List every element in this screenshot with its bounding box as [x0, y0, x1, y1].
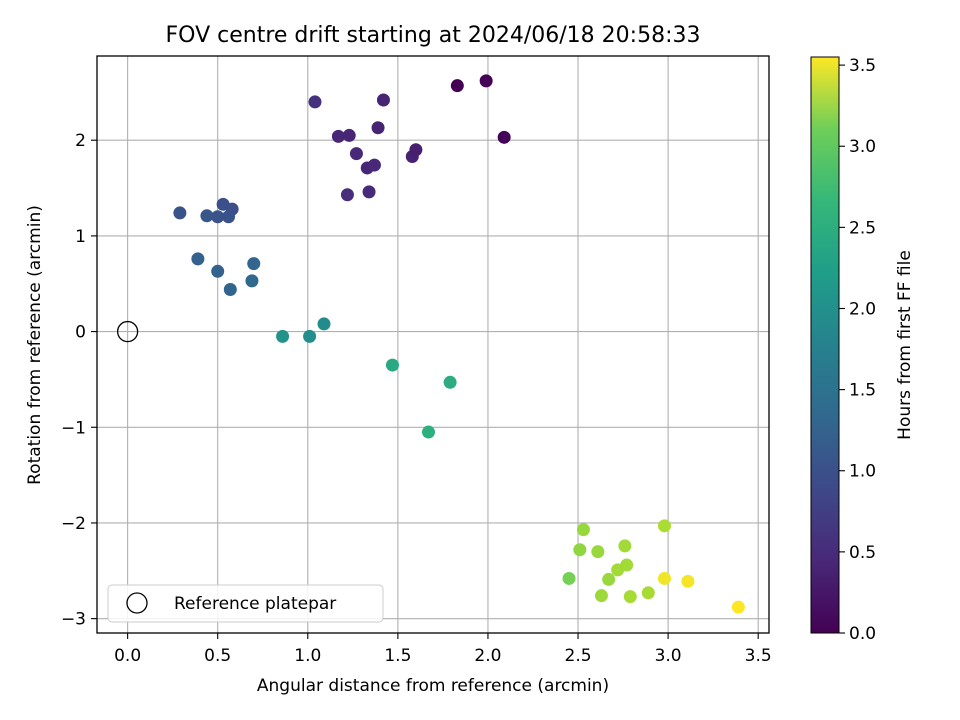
data-point: [658, 519, 672, 533]
colorbar-tick-label: 1.0: [849, 462, 876, 482]
data-point: [308, 95, 322, 109]
data-point: [211, 210, 225, 224]
legend-entry-label: Reference platepar: [174, 594, 336, 614]
data-point: [245, 274, 259, 288]
colorbar-gradient: [810, 56, 840, 634]
data-point: [342, 128, 356, 142]
reference-marker: [116, 320, 139, 343]
data-point: [618, 539, 632, 553]
y-ticks: −3 −2 −1 0 1 2: [61, 131, 97, 630]
x-tick-label: 2.5: [565, 646, 592, 666]
x-tick-label: 0.5: [204, 646, 231, 666]
data-point: [450, 79, 464, 93]
data-point: [349, 147, 363, 161]
data-point: [620, 558, 634, 572]
data-point: [562, 571, 576, 585]
x-tick-label: 3.0: [655, 646, 682, 666]
data-point: [623, 590, 637, 604]
data-point: [303, 329, 317, 343]
data-point: [479, 74, 493, 88]
data-point: [367, 158, 381, 172]
colorbar-tick-label: 2.5: [849, 218, 876, 238]
colorbar-tick-label: 0.0: [849, 624, 876, 644]
x-axis-label: Angular distance from reference (arcmin): [257, 676, 609, 696]
data-point: [576, 523, 590, 537]
colorbar-tick-label: 3.0: [849, 137, 876, 157]
data-point: [641, 586, 655, 600]
x-tick-label: 2.0: [474, 646, 501, 666]
data-point: [573, 543, 587, 557]
x-tick-label: 1.5: [384, 646, 411, 666]
data-point: [371, 121, 385, 135]
colorbar-ticks: 0.0 0.5 1.0 1.5 2.0 2.5 3.0 3.5: [839, 56, 876, 644]
data-point: [222, 210, 236, 224]
data-point: [602, 572, 616, 586]
data-point: [376, 93, 390, 107]
x-tick-label: 3.5: [745, 646, 772, 666]
data-point: [276, 329, 290, 343]
legend-box: [107, 584, 384, 623]
reference-marker-group: [116, 320, 139, 343]
data-point: [658, 571, 672, 585]
data-point: [681, 574, 695, 588]
data-point: [247, 257, 261, 271]
colorbar-tick-label: 3.5: [849, 56, 876, 76]
data-point: [200, 209, 214, 223]
x-tick-label: 0.0: [114, 646, 141, 666]
y-tick-label: −3: [61, 610, 86, 630]
legend-marker-icon: [126, 592, 148, 614]
chart-title: FOV centre drift starting at 2024/06/18 …: [166, 23, 701, 48]
data-point: [340, 188, 354, 202]
colorbar-tick-label: 0.5: [849, 543, 876, 563]
data-point: [443, 375, 457, 389]
x-tick-label: 1.0: [294, 646, 321, 666]
data-point: [594, 589, 608, 603]
data-point: [362, 185, 376, 199]
data-point: [385, 358, 399, 372]
y-tick-label: 1: [75, 227, 86, 247]
data-point: [223, 282, 237, 296]
data-point: [731, 600, 745, 614]
colorbar-tick-label: 1.5: [849, 381, 876, 401]
y-tick-label: −2: [61, 514, 86, 534]
grid-lines: [97, 56, 769, 633]
data-point: [331, 129, 345, 143]
data-points: [173, 74, 745, 614]
colorbar-label: Hours from first FF file: [895, 250, 915, 440]
y-axis-label: Rotation from reference (arcmin): [25, 205, 45, 485]
data-point: [497, 130, 511, 144]
data-point: [317, 317, 331, 331]
y-tick-label: −1: [61, 418, 86, 438]
data-point: [421, 425, 435, 439]
x-ticks: 0.0 0.5 1.0 1.5 2.0 2.5 3.0 3.5: [114, 633, 772, 666]
data-point: [191, 252, 205, 266]
legend: Reference platepar: [107, 584, 384, 623]
colorbar: 0.0 0.5 1.0 1.5 2.0 2.5 3.0 3.5 Hours from firs…: [810, 56, 915, 644]
colorbar-tick-label: 2.0: [849, 299, 876, 319]
y-tick-label: 0: [75, 323, 86, 343]
data-point: [211, 264, 225, 278]
data-point: [173, 206, 187, 220]
data-point: [591, 545, 605, 559]
plot-frame: [96, 55, 770, 634]
y-tick-label: 2: [75, 131, 86, 151]
data-point: [409, 143, 423, 157]
